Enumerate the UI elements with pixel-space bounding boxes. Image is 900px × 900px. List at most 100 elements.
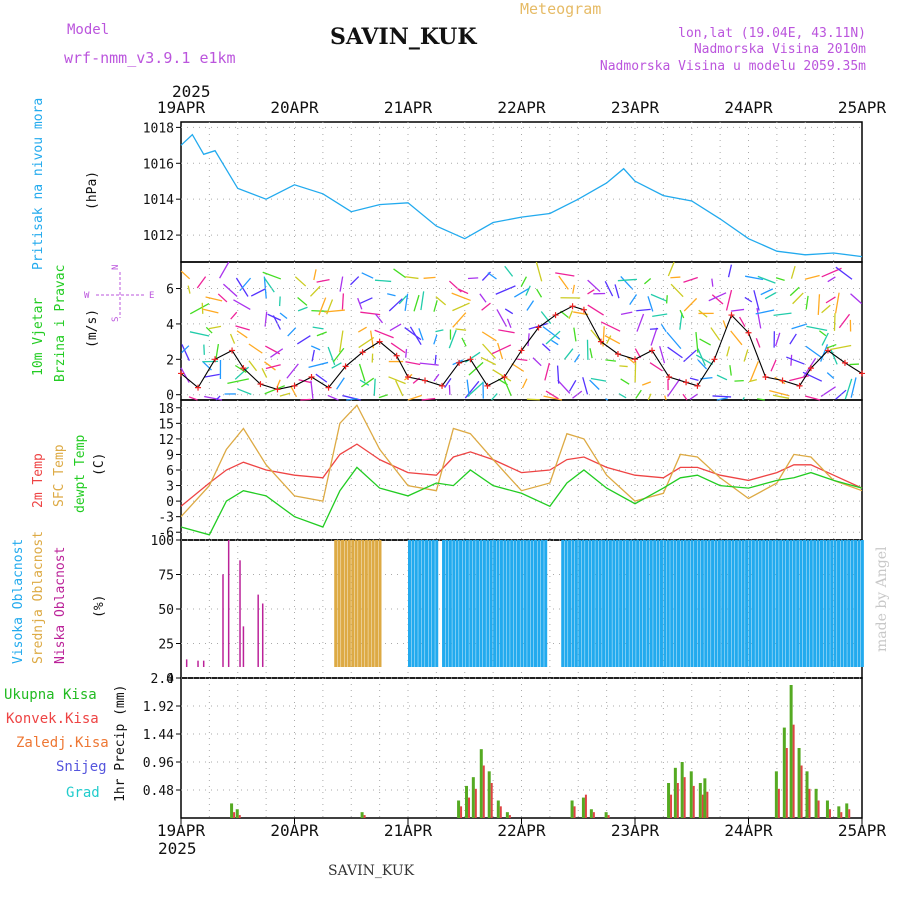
cloud-high-bar <box>418 540 422 667</box>
precip-conv-bar <box>792 724 795 818</box>
wind-arrow <box>374 329 394 339</box>
temp-unit: (C) <box>92 453 107 476</box>
wind-gust-marker <box>257 381 264 388</box>
cloud-high-bar <box>683 540 687 667</box>
wind-arrow <box>555 272 575 277</box>
wind-gust-marker <box>711 356 718 363</box>
wind-arrow <box>805 345 822 358</box>
wind-gust-marker <box>376 338 383 345</box>
wind-arrow <box>804 395 821 401</box>
wind-arrow <box>346 398 358 401</box>
wind-arrow <box>373 378 376 396</box>
precip-conv-bar <box>482 765 485 818</box>
wind-arrow <box>497 378 508 386</box>
wind-arrow <box>233 299 251 311</box>
cloud-high-bar <box>656 540 660 667</box>
cloud-ylabel-2: Srednja Oblacnost <box>31 531 46 664</box>
wind-arrow <box>180 367 190 383</box>
cloud-high-bar <box>687 540 691 667</box>
wind-gust-marker <box>212 356 219 363</box>
wind-arrow <box>730 308 745 312</box>
wind-arrow <box>452 302 470 312</box>
wind-arrow <box>620 378 630 385</box>
wind-arrow <box>433 334 438 345</box>
wind-arrow <box>568 379 577 392</box>
wind-arrow <box>481 302 491 311</box>
x-tick-top-25APR: 25APR <box>838 98 887 117</box>
precip-total-bar <box>230 803 234 818</box>
wind-arrow <box>568 310 574 319</box>
cloud-high-bar <box>421 540 425 667</box>
precip-conv-bar <box>238 815 241 818</box>
wind-arrow <box>374 279 392 283</box>
wind-arrow <box>830 349 838 365</box>
wind-arrow <box>361 272 374 279</box>
wind-arrow <box>826 372 835 379</box>
wind-gust-marker <box>393 352 400 359</box>
wind-gust-marker <box>745 329 752 336</box>
wind-arrow <box>405 348 408 358</box>
cloud-high-bar <box>499 540 503 667</box>
wind-arrow <box>234 364 247 373</box>
wind-arrow <box>695 354 713 365</box>
wind-arrow <box>825 296 836 304</box>
pressure-ytick-1014: 1014 <box>143 193 174 208</box>
wind-arrow <box>279 392 291 397</box>
wind-arrow <box>479 293 487 303</box>
cloud-high-bar <box>649 540 653 667</box>
wind-arrow <box>749 361 759 381</box>
precip-total-bar <box>570 800 574 818</box>
wind-arrow <box>312 326 324 330</box>
wind-arrow <box>276 379 281 388</box>
cloud-high-bar <box>361 540 365 667</box>
wind-arrow <box>542 326 561 340</box>
precip-total-bar <box>360 812 364 818</box>
wind-arrow <box>821 332 829 346</box>
wind-arrow <box>790 354 793 366</box>
x-tick-bottom-19APR: 19APR <box>157 821 206 840</box>
cloud-high-bar <box>448 540 452 667</box>
cloud-high-bar <box>738 540 742 667</box>
cloud-high-bar <box>765 540 769 667</box>
precip-total-bar <box>774 771 778 818</box>
cloud-ytick-75: 75 <box>158 569 174 584</box>
wind-arrow <box>196 276 207 289</box>
compass-icon: N S E W <box>84 265 154 322</box>
wind-arrow <box>716 397 728 401</box>
wind-arrow <box>297 297 308 306</box>
temp-ylabel-2: SFC Temp <box>52 444 67 507</box>
precip-ytick-1.92: 1.92 <box>143 700 174 715</box>
cloud-high-bar <box>721 540 725 667</box>
precip-conv-bar <box>670 794 673 818</box>
cloud-high-bar <box>351 540 355 667</box>
wind-arrow <box>219 261 230 279</box>
cloud-high-bar <box>823 540 827 667</box>
precip-total-bar <box>479 749 483 818</box>
wind-arrow <box>670 276 681 279</box>
temp-ytick--6: -6 <box>158 526 174 541</box>
precip-total-bar <box>703 778 707 818</box>
precip-total-bar <box>673 767 677 818</box>
x-tick-top-23APR: 23APR <box>611 98 660 117</box>
cloud-high-bar <box>337 540 341 667</box>
wind-arrow <box>743 349 749 362</box>
cloud-high-bar <box>571 540 575 667</box>
precip-conv-bar <box>460 806 463 818</box>
cloud-high-bar <box>734 540 738 667</box>
wind-arrow <box>545 390 559 400</box>
wind-arrow <box>300 398 311 401</box>
wind-arrow <box>734 379 744 382</box>
cloud-high-bar <box>619 540 623 667</box>
precip-conv-bar <box>474 788 477 818</box>
cloud-high-bar <box>632 540 636 667</box>
wind-arrow <box>589 348 593 359</box>
wind-arrow <box>398 295 408 305</box>
wind-arrow <box>683 276 698 283</box>
cloud-unit: (%) <box>92 595 107 618</box>
wind-arrow <box>287 327 297 337</box>
wind-gust-marker <box>467 356 474 363</box>
precip-conv-bar <box>701 794 704 818</box>
wind-arrow <box>204 373 220 378</box>
wind-arrow <box>236 330 248 339</box>
